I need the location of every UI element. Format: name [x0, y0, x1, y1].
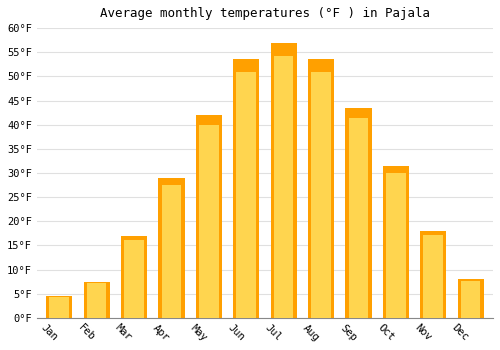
Bar	[158, 178, 184, 318]
Bar	[382, 166, 409, 318]
Bar	[386, 173, 406, 318]
Bar	[270, 43, 296, 318]
Bar	[274, 56, 293, 318]
Bar	[46, 296, 72, 318]
Bar	[461, 281, 480, 318]
Bar	[162, 185, 182, 318]
Bar	[420, 231, 446, 318]
Bar	[308, 60, 334, 318]
Bar	[233, 60, 260, 318]
Bar	[87, 284, 106, 318]
Bar	[121, 236, 147, 318]
Bar	[124, 240, 144, 318]
Bar	[311, 72, 331, 318]
Bar	[84, 282, 110, 318]
Bar	[424, 235, 443, 318]
Bar	[196, 115, 222, 318]
Bar	[199, 125, 218, 318]
Bar	[458, 279, 483, 318]
Title: Average monthly temperatures (°F ) in Pajala: Average monthly temperatures (°F ) in Pa…	[100, 7, 430, 20]
Bar	[348, 118, 368, 318]
Bar	[346, 108, 372, 318]
Bar	[50, 297, 69, 318]
Bar	[236, 72, 256, 318]
